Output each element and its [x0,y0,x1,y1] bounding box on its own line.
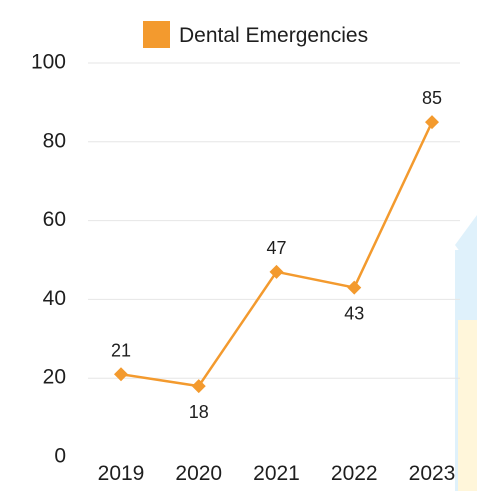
data-point-2023 [425,115,439,130]
y-tick-label-100: 100 [31,51,66,74]
data-label-2022: 43 [344,304,364,324]
y-axis-ticks: 0 20 40 60 80 100 [31,51,66,468]
data-point-2022 [347,280,362,295]
data-label-2021: 47 [266,238,286,258]
legend: Dental Emergencies [143,21,368,48]
background-decoration [455,215,477,491]
data-point-2020 [191,379,206,394]
x-tick-label-2019: 2019 [98,462,145,485]
y-tick-label-20: 20 [43,366,66,389]
y-tick-label-80: 80 [43,129,66,152]
data-labels: 21 18 47 43 85 [111,88,442,422]
y-tick-label-0: 0 [54,445,66,468]
x-tick-label-2022: 2022 [331,462,378,485]
legend-label: Dental Emergencies [179,24,368,47]
x-axis-ticks: 2019 2020 2021 2022 2023 [98,462,456,485]
gridlines [88,62,460,379]
data-point-2021 [269,264,284,279]
data-label-2019: 21 [111,340,131,360]
decor-panel-yellow [458,320,477,491]
data-label-2020: 18 [189,402,209,422]
legend-swatch [143,21,170,48]
x-tick-label-2021: 2021 [253,462,300,485]
y-tick-label-60: 60 [43,208,66,231]
x-tick-label-2023: 2023 [409,462,456,485]
series-dental-emergencies [114,115,439,394]
y-tick-label-40: 40 [43,287,66,310]
data-label-2023: 85 [422,88,442,108]
x-tick-label-2020: 2020 [175,462,222,485]
data-point-2019 [114,367,128,382]
